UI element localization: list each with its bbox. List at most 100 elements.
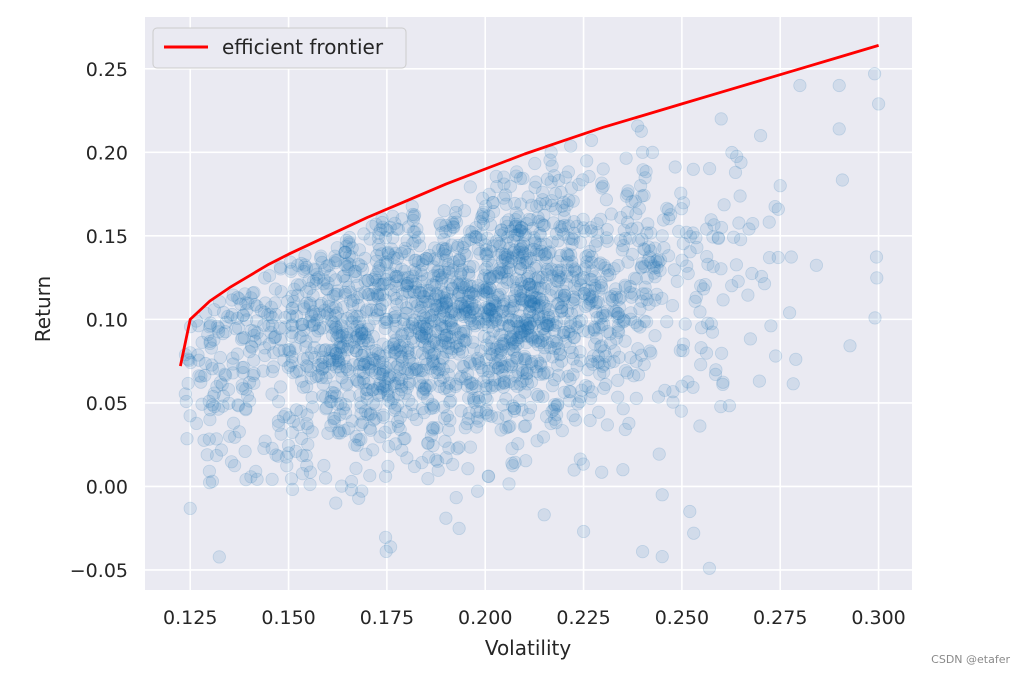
scatter-point [627,369,641,383]
scatter-point [276,410,291,424]
scatter-point [538,327,552,341]
scatter-point [265,364,279,378]
scatter-point [729,258,744,272]
scatter-point [284,472,299,486]
scatter-point [234,297,248,311]
scatter-point [493,287,507,301]
scatter-point [320,259,334,273]
scatter-point [375,215,389,230]
scatter-point [548,318,562,332]
scatter-point [459,304,473,319]
scatter-point [465,279,479,294]
scatter-point [332,340,346,355]
scatter-point [596,162,610,176]
scatter-point [508,228,522,242]
scatter-point [348,438,362,452]
scatter-point [506,301,520,315]
scatter-point [301,359,315,374]
scatter-point [716,293,730,307]
scatter-point [500,219,514,233]
scatter-point [352,243,366,257]
scatter-point [587,270,602,284]
scatter-point [571,282,585,297]
scatter-point [510,379,524,393]
scatter-point [482,269,496,283]
scatter-point [686,380,700,394]
scatter-point [366,357,380,371]
scatter-point [267,346,281,360]
scatter-point [597,357,611,371]
scatter-point [554,354,569,368]
scatter-point [555,304,569,318]
scatter-point [622,416,636,430]
scatter-point [414,300,428,314]
scatter-point [575,383,589,397]
scatter-point [393,338,407,353]
scatter-point [583,413,597,428]
scatter-point [444,318,458,332]
scatter-point [461,300,475,314]
scatter-point [521,320,535,335]
scatter-point [601,263,615,278]
scatter-point [590,295,604,309]
scatter-point [639,287,653,301]
scatter-point [566,296,580,310]
scatter-point [461,391,476,405]
x-tick-label: 0.150 [261,607,315,629]
scatter-point [579,282,593,297]
scatter-point [443,359,457,373]
scatter-point [292,418,306,432]
scatter-point [551,296,566,311]
scatter-point [502,319,516,334]
scatter-point [274,333,288,347]
scatter-point [416,363,430,377]
scatter-point [507,294,522,308]
scatter-point [609,282,623,296]
scatter-point [370,289,384,303]
scatter-point [437,304,451,318]
scatter-point [240,313,254,327]
scatter-point [445,270,459,284]
scatter-point [597,365,611,379]
scatter-point [658,383,672,397]
scatter-point [401,362,415,376]
scatter-point [180,432,194,446]
scatter-point [315,389,330,403]
scatter-point [528,313,542,327]
scatter-point [627,287,641,301]
scatter-point [675,379,689,393]
scatter-point [625,247,640,261]
scatter-point [708,367,723,381]
scatter-point [444,315,458,329]
scatter-point [349,429,363,443]
scatter-point [746,217,760,231]
scatter-point [319,282,334,296]
scatter-point [452,330,466,345]
scatter-point [533,197,547,211]
scatter-point [468,299,482,313]
scatter-point [611,306,625,321]
scatter-point [638,243,652,257]
scatter-point [448,322,462,336]
scatter-point [513,292,528,306]
scatter-point [427,269,441,283]
scatter-point [563,327,578,341]
scatter-point [358,285,372,300]
scatter-point [530,247,544,261]
scatter-point [474,361,488,375]
scatter-point [328,287,342,301]
scatter-point [576,324,591,338]
scatter-point [426,399,441,413]
scatter-point [714,112,728,126]
scatter-point [389,360,403,374]
scatter-point [265,441,279,455]
scatter-point [633,179,648,193]
scatter-point [244,323,258,338]
scatter-point [561,263,575,277]
scatter-point [406,225,420,239]
scatter-point [472,315,486,329]
scatter-point [459,278,474,292]
scatter-point [436,241,450,255]
scatter-point [640,292,654,307]
scatter-point [486,324,501,338]
